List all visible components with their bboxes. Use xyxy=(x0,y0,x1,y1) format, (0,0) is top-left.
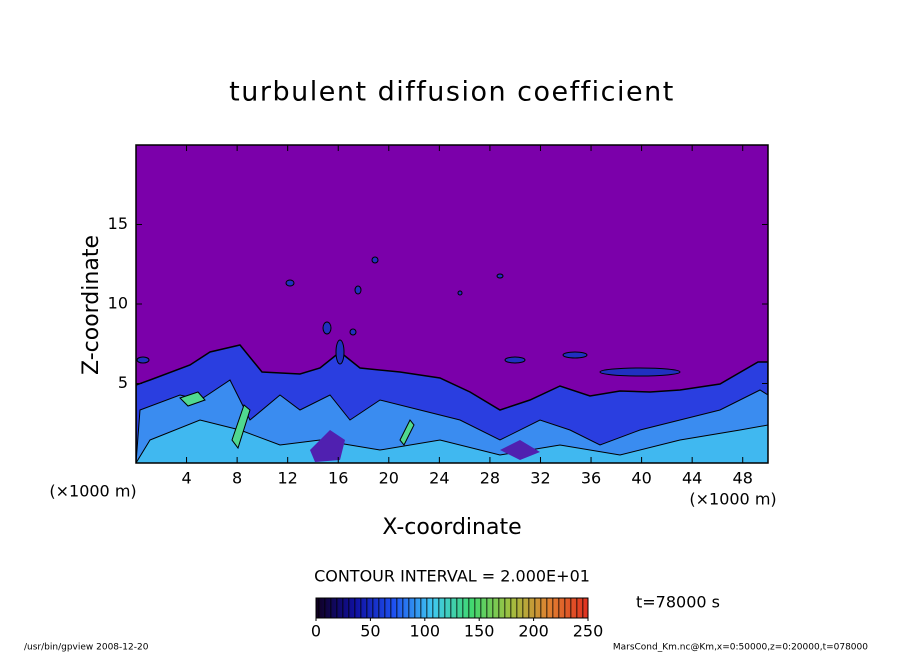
footer-left: /usr/bin/gpview 2008-12-20 xyxy=(24,643,149,653)
x-tick-label: 20 xyxy=(379,469,399,488)
x-tick-label: 4 xyxy=(181,469,191,488)
x-unit-label: (×1000 m) xyxy=(49,482,136,501)
x-tick-label: 12 xyxy=(278,469,298,488)
y-tick-label: 5 xyxy=(118,373,128,392)
contour-interval: CONTOUR INTERVAL = 2.000E+01 xyxy=(314,567,590,586)
field-region xyxy=(310,430,540,462)
chart-title: turbulent diffusion coefficient xyxy=(229,77,675,108)
x-tick-label: 28 xyxy=(480,469,500,488)
colorbar-tick-label: 50 xyxy=(360,622,380,641)
y-tick-label: 15 xyxy=(108,214,128,233)
time-label: t=78000 s xyxy=(636,593,720,612)
x-unit-label: (×1000 m) xyxy=(689,490,776,509)
x-axis-label: X-coordinate xyxy=(382,515,521,540)
field-blobs xyxy=(136,256,681,377)
colorbar-tick-label: 200 xyxy=(518,622,549,641)
field-region xyxy=(179,391,415,450)
colorbar-tick-label: 100 xyxy=(410,622,441,641)
x-tick-label: 8 xyxy=(232,469,242,488)
x-tick-label: 32 xyxy=(530,469,550,488)
colorbar-stripes xyxy=(316,598,588,618)
colorbar-tick-label: 250 xyxy=(573,622,604,641)
x-tick-label: 36 xyxy=(581,469,601,488)
x-tick-label: 24 xyxy=(429,469,449,488)
field xyxy=(136,256,768,463)
x-tick-label: 44 xyxy=(682,469,702,488)
y-axis-label: Z-coordinate xyxy=(79,235,104,375)
colorbar-tick-label: 150 xyxy=(464,622,495,641)
x-tick-label: 48 xyxy=(733,469,753,488)
x-tick-label: 16 xyxy=(328,469,348,488)
footer-right: MarsCond_Km.nc@Km,x=0:50000,z=0:20000,t=… xyxy=(613,643,868,653)
y-tick-label: 10 xyxy=(108,294,128,313)
x-tick-label: 40 xyxy=(631,469,651,488)
colorbar-tick-label: 0 xyxy=(311,622,321,641)
